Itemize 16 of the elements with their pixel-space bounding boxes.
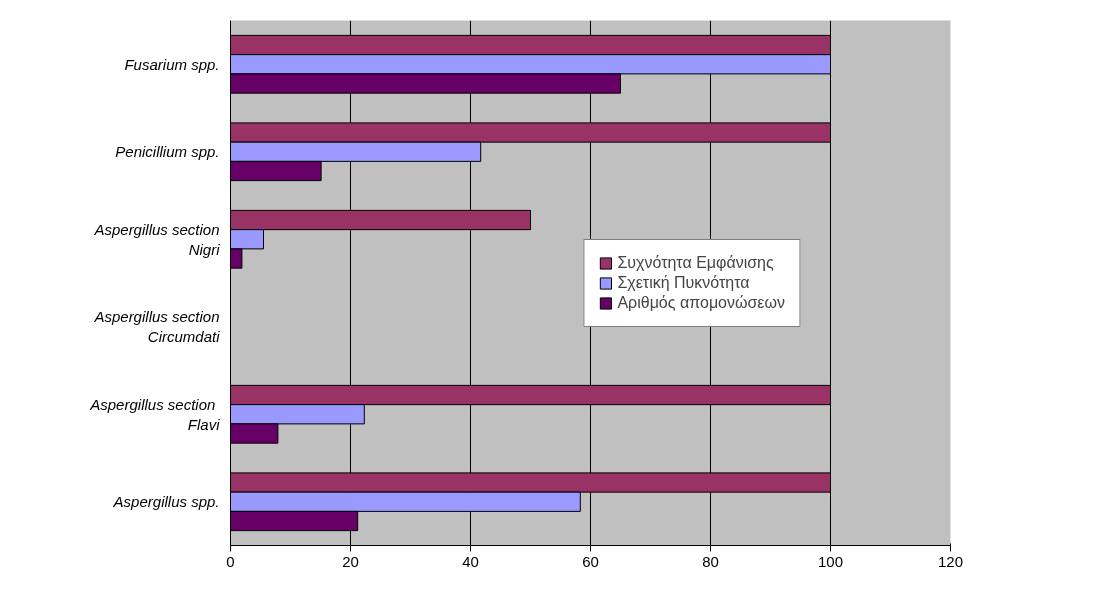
y-tick-label: Aspergillus section Nigri [93, 220, 221, 258]
x-tick-label: 20 [342, 552, 359, 570]
x-tick-label: 60 [582, 552, 599, 570]
x-tick-label: 0 [226, 552, 235, 570]
y-tick-label: Aspergillus section Circumdati [93, 308, 221, 346]
y-tick-label: Fusarium spp. [124, 55, 220, 73]
y-tick-label: Penicillium spp. [115, 143, 220, 161]
x-tick-label: 120 [937, 552, 964, 570]
legend-label: Σχετική Πυκνότητα [617, 273, 750, 292]
legend-label: Συχνότητα Εμφάνισης [617, 253, 774, 272]
x-tick-label: 40 [462, 552, 479, 570]
x-tick-label: 100 [817, 552, 844, 570]
y-tick-label: Aspergillus spp. [112, 493, 220, 511]
legend-label: Αριθμός απομονώσεων [617, 293, 785, 312]
y-tick-label: Aspergillus section Flavi [89, 395, 221, 433]
x-tick-label: 80 [702, 552, 719, 570]
